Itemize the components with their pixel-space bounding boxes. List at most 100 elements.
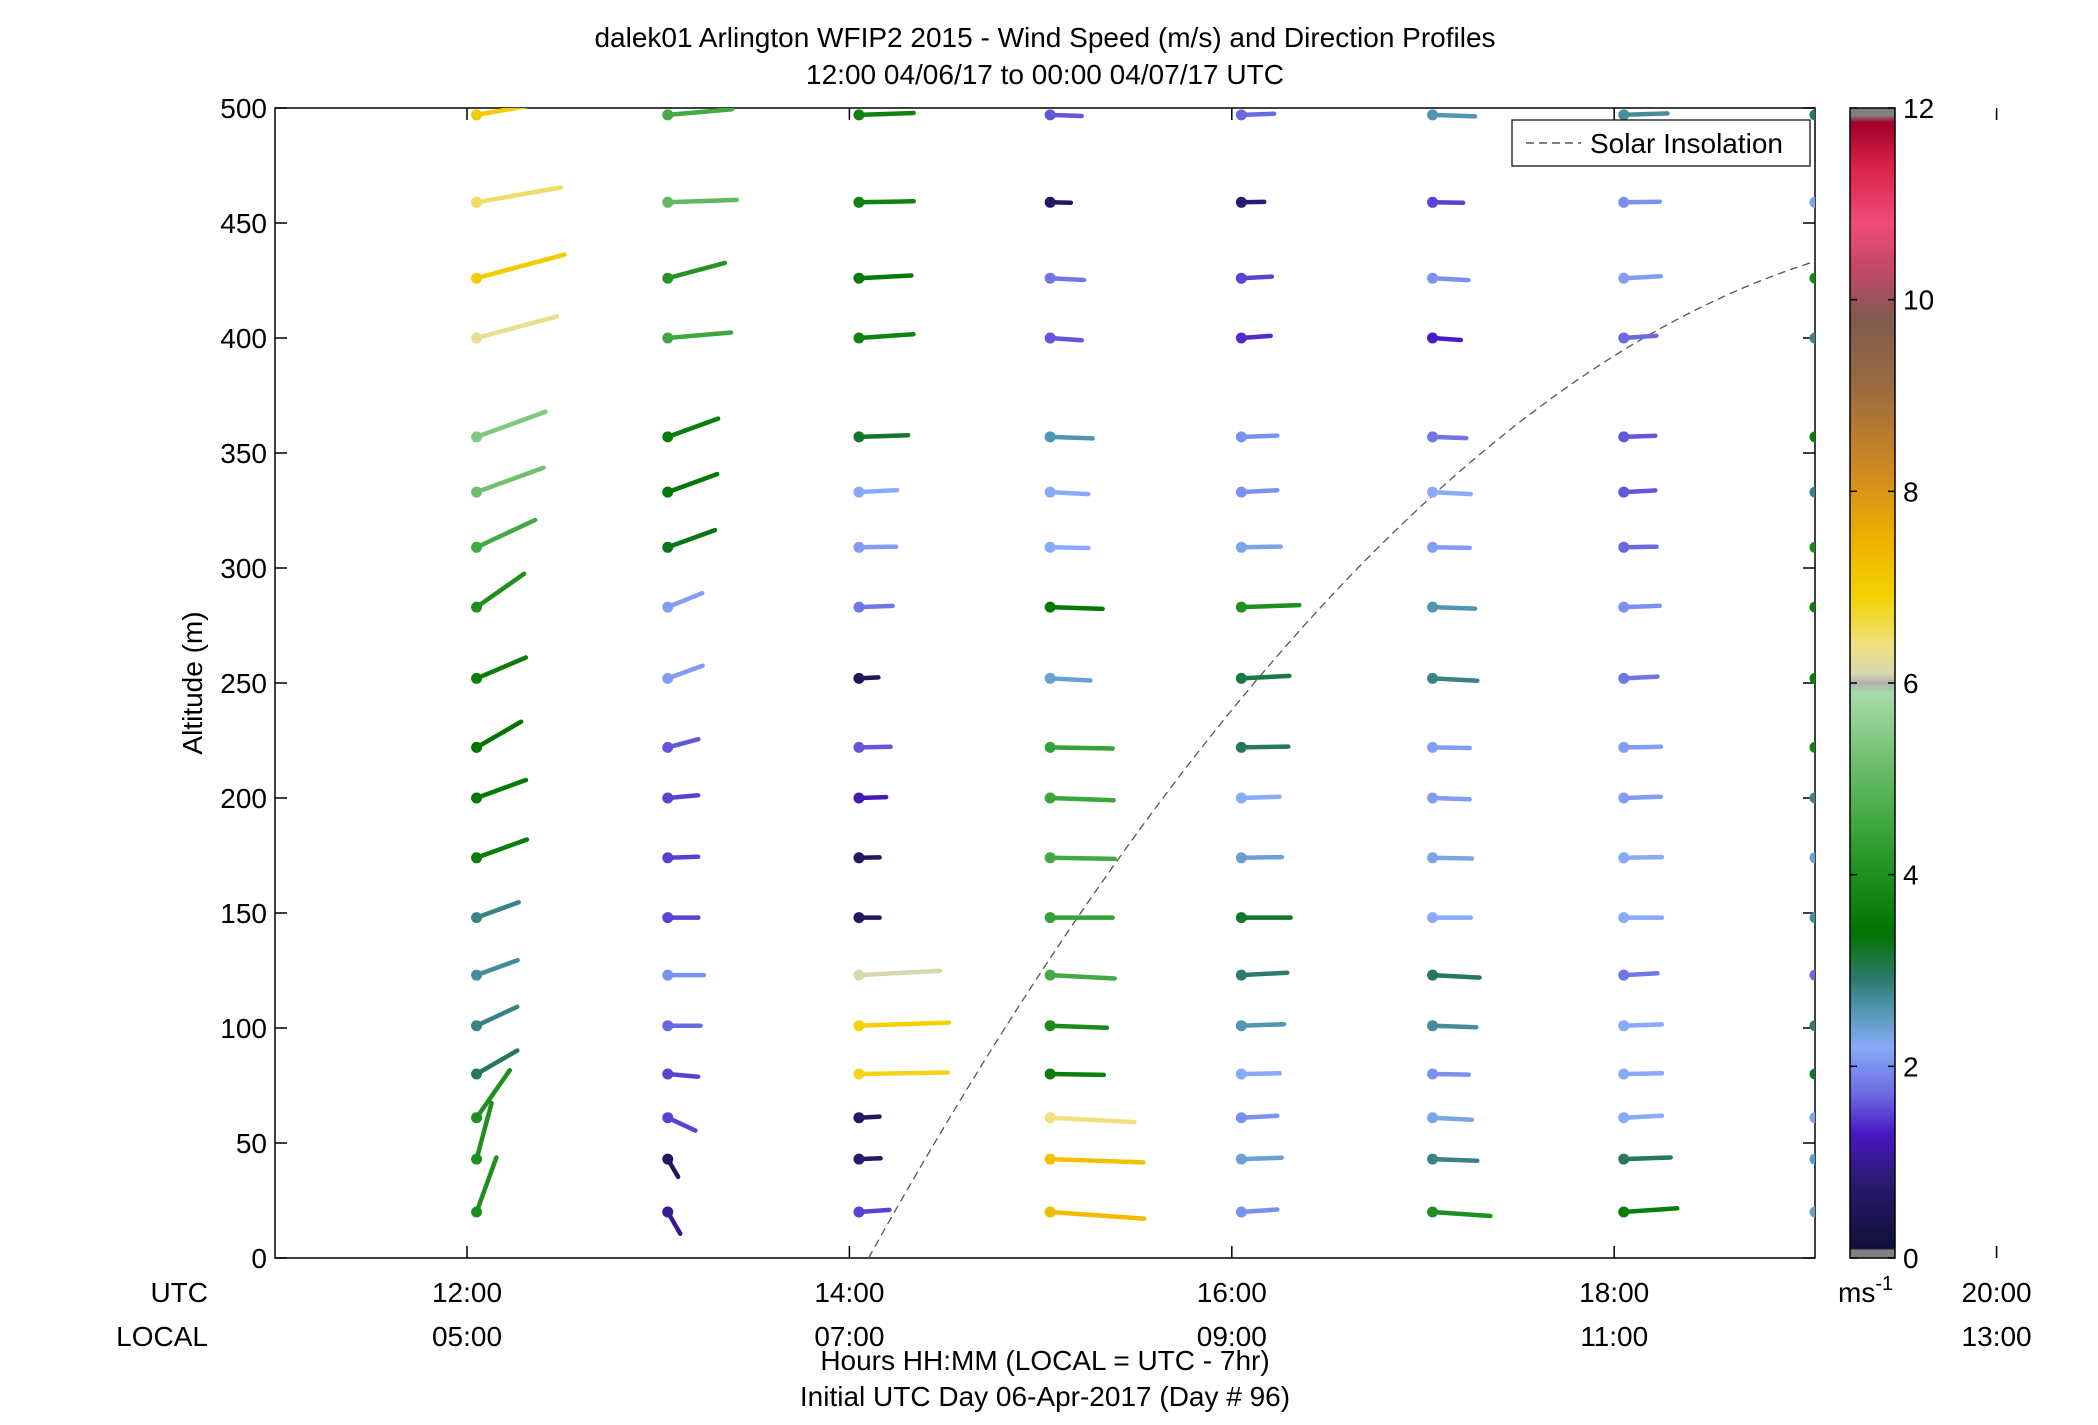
wind-barb-shaft: [1812, 1209, 1815, 1215]
wind-barb-point: [662, 912, 674, 924]
wind-barb-point: [2001, 1154, 2012, 1165]
x-tick-label-utc: 20:00: [1962, 1277, 2032, 1308]
wind-barb-point: [853, 486, 865, 498]
legend-label: Solar Insolation: [1590, 128, 1783, 159]
wind-barb-shaft: [1430, 1071, 1471, 1077]
wind-barb-point: [1618, 852, 1630, 864]
x-row-label-local: LOCAL: [116, 1321, 208, 1352]
y-tick-label: 250: [220, 668, 267, 699]
wind-barb-shaft: [1047, 275, 1087, 283]
legend-box: [1511, 119, 1811, 167]
wind-barb-point: [1044, 852, 1056, 864]
wind-barb-point: [662, 741, 674, 753]
wind-barb-point: [471, 741, 483, 753]
wind-barb-point: [1235, 486, 1247, 498]
wind-barb-point: [1618, 601, 1630, 613]
wind-barb-point: [1044, 541, 1056, 553]
x-tick-label-local: 07:00: [814, 1321, 884, 1352]
plot-area: [274, 107, 1816, 1259]
colorbar-tick-label: 2: [1903, 1051, 1919, 1082]
wind-barb-shaft: [474, 409, 548, 440]
wind-barb-point: [1235, 272, 1247, 284]
wind-barb-point: [1427, 1153, 1439, 1165]
wind-barb-shaft: [2006, 1073, 2051, 1074]
wind-barb-point: [853, 109, 865, 121]
wind-barb-point: [1235, 912, 1247, 924]
wind-barb-point: [662, 431, 674, 443]
wind-barb-point: [662, 1020, 674, 1032]
wind-barb-point: [662, 541, 674, 553]
wind-barb-shaft: [856, 1020, 952, 1028]
x-axis-label-day: Initial UTC Day 06-Apr-2017 (Day # 96): [800, 1381, 1290, 1412]
wind-barb-point: [471, 196, 483, 208]
x-tick-label-local: 11:00: [1580, 1321, 1648, 1352]
y-tick-labels: 0 50 100 150 200 250 300 350 400 450 500: [220, 93, 267, 1274]
wind-barb-point: [1427, 1068, 1439, 1080]
wind-barb-shaft: [1812, 972, 1815, 978]
wind-barb-shaft: [1239, 970, 1290, 978]
wind-barb-shaft: [474, 185, 564, 205]
wind-barb-point: [853, 912, 865, 924]
wind-barb-point: [853, 1112, 865, 1124]
wind-barb-shaft: [1047, 676, 1093, 683]
wind-barb-point: [662, 332, 674, 344]
wind-barb-shaft: [1239, 1071, 1282, 1077]
wind-barb-point: [853, 1153, 865, 1165]
chart-subtitle: 12:00 04/06/17 to 00:00 04/07/17 UTC: [806, 59, 1284, 90]
y-axis-label: Altitude (m): [177, 611, 208, 754]
wind-barb-point: [2001, 431, 2012, 442]
wind-barb-point: [853, 672, 865, 684]
wind-barb-shaft: [1430, 745, 1472, 751]
wind-barb-point: [1809, 792, 1815, 804]
wind-barb-point: [853, 969, 865, 981]
wind-barb-shaft: [856, 331, 916, 341]
wind-barb-point: [853, 1206, 865, 1218]
wind-barb-point: [853, 792, 865, 804]
wind-barb-shaft: [2006, 547, 2044, 548]
wind-barb-shaft: [665, 471, 720, 495]
wind-barb-shaft: [2006, 857, 2053, 858]
wind-barb-point: [1809, 672, 1815, 684]
wind-barb-shaft: [474, 837, 530, 861]
wind-barb-point: [1618, 1068, 1630, 1080]
wind-barb-shaft: [1239, 602, 1302, 610]
wind-barb-point: [1044, 1112, 1056, 1124]
wind-barb-point: [471, 672, 483, 684]
wind-barb-shaft: [856, 110, 916, 118]
wind-barb-shaft: [1239, 1021, 1287, 1028]
y-tick-label: 300: [220, 553, 267, 584]
wind-barb-shaft: [665, 527, 718, 550]
wind-barb-point: [853, 741, 865, 753]
wind-barb-point: [1044, 109, 1056, 121]
wind-barb-shaft: [856, 199, 916, 205]
wind-barb-point: [1235, 332, 1247, 344]
wind-barb-shaft: [1621, 1206, 1680, 1215]
wind-barb-shaft: [1239, 1155, 1284, 1162]
wind-barb-point: [1044, 969, 1056, 981]
wind-barb-point: [2001, 487, 2012, 498]
wind-barb-shaft: [474, 777, 529, 801]
y-tick-label: 500: [220, 93, 267, 124]
wind-barb-shaft: [1621, 794, 1664, 801]
wind-barb-shaft: [1047, 855, 1118, 862]
wind-barb-shaft: [1430, 855, 1475, 861]
wind-barb-point: [1427, 332, 1439, 344]
wind-barb-shaft: [474, 1155, 499, 1215]
chart-title: dalek01 Arlington WFIP2 2015 - Wind Spee…: [594, 22, 1495, 53]
wind-barb-shaft: [1047, 1115, 1137, 1125]
wind-barb-point: [1618, 1020, 1630, 1032]
wind-barb-point: [662, 1153, 674, 1165]
wind-barb-point: [1618, 431, 1630, 443]
wind-barb-point: [471, 486, 483, 498]
wind-barb-shaft: [665, 108, 735, 118]
wind-barb-shaft: [1239, 433, 1280, 440]
wind-barb-point: [1044, 196, 1056, 208]
wind-barb-point: [471, 1112, 483, 1124]
wind-barb-point: [1427, 672, 1439, 684]
wind-barb-shaft: [1621, 674, 1660, 681]
wind-barb-point: [471, 431, 483, 443]
wind-barb-shaft: [1047, 795, 1116, 803]
wind-barb-point: [1618, 741, 1630, 753]
wind-barb-point: [1427, 741, 1439, 753]
wind-barb-shaft: [1621, 274, 1664, 281]
